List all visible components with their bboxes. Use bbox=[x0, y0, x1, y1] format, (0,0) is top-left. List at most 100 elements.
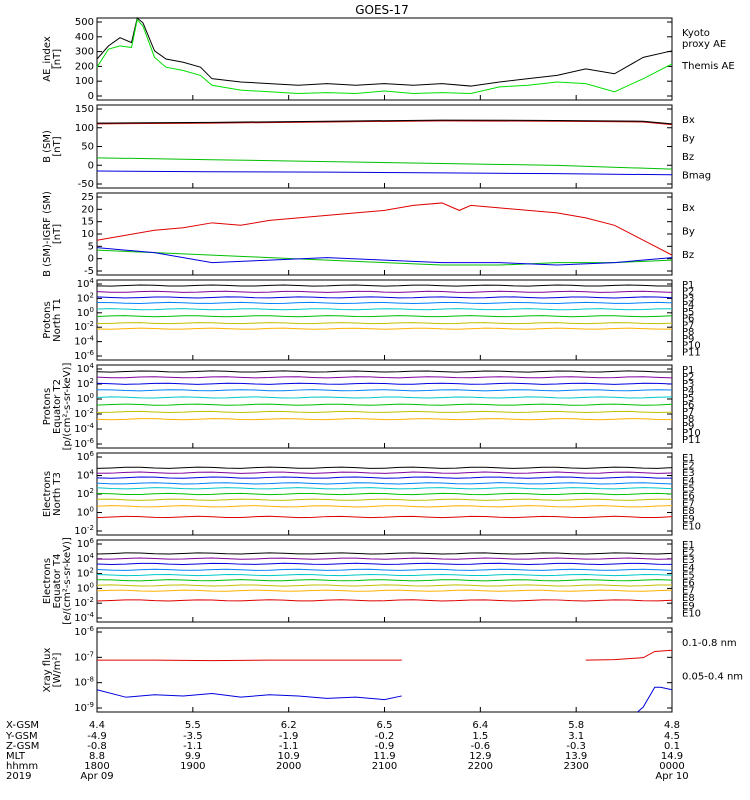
y-tick-label: 10-2 bbox=[74, 596, 94, 609]
footer-cell: 2300 bbox=[563, 761, 588, 772]
legend-e3: E3 bbox=[682, 468, 695, 479]
series-line-by bbox=[96, 249, 673, 266]
y-tick-label: 106 bbox=[77, 450, 95, 463]
y-tick-label: -5 bbox=[84, 266, 94, 277]
series-line-0-05-0-4-nm bbox=[96, 689, 402, 701]
footer-cell: -0.6 bbox=[471, 741, 491, 752]
footer-row-label: MLT bbox=[6, 751, 26, 762]
footer-cell: -0.3 bbox=[566, 741, 586, 752]
series-line-bmag bbox=[96, 119, 673, 125]
tick-exponent: 2 bbox=[90, 377, 94, 385]
series-line-e8 bbox=[96, 589, 673, 592]
footer-cell: 6.4 bbox=[472, 720, 488, 731]
legend-p9: P9 bbox=[682, 334, 694, 345]
tick-exponent: -2 bbox=[87, 407, 94, 415]
footer-cell: 13.9 bbox=[565, 751, 587, 762]
legend-p10: P10 bbox=[682, 341, 701, 352]
legend-e2: E2 bbox=[682, 548, 695, 559]
footer-cell: 4.5 bbox=[664, 731, 680, 742]
tick-exponent: 0 bbox=[90, 306, 94, 314]
series-line-bx bbox=[96, 170, 673, 176]
series-line-e3 bbox=[96, 476, 673, 479]
y-tick-label: 10-6 bbox=[74, 349, 94, 362]
legend-by: By bbox=[682, 133, 695, 144]
y-tick-label: 0 bbox=[88, 160, 94, 171]
legend-bx: Bx bbox=[682, 203, 695, 214]
y-tick-label: 10-2 bbox=[74, 320, 94, 333]
y-axis-label: B (SM) bbox=[42, 130, 53, 163]
y-axis-label: [W/m²] bbox=[52, 652, 63, 687]
legend-e6: E6 bbox=[682, 491, 695, 502]
panel-5: 104 102 100 10-2 10-4 10-6 Protons Equator T2 [p… bbox=[42, 362, 701, 450]
y-tick-label: 10-7 bbox=[74, 650, 94, 663]
footer-cell: 2000 bbox=[276, 761, 301, 772]
legend-0-05-0-4-nm: 0.05-0.4 nm bbox=[682, 672, 743, 683]
footer-cell: 0000 bbox=[659, 761, 684, 772]
tick-exponent: 2 bbox=[90, 291, 94, 299]
y-tick-label: 102 bbox=[77, 567, 94, 580]
y-tick-label: 102 bbox=[77, 291, 94, 304]
y-tick-label: 106 bbox=[77, 537, 95, 550]
y-axis-label: Electrons bbox=[42, 471, 53, 517]
tick-exponent: -4 bbox=[87, 335, 95, 343]
footer-cell: 0.1 bbox=[664, 741, 680, 752]
y-axis-label: North T3 bbox=[52, 472, 63, 516]
series-line-e7 bbox=[96, 584, 673, 587]
y-axis-label: B (SM)-IGRF (SM) bbox=[42, 191, 53, 277]
series-line-p6 bbox=[96, 315, 673, 318]
legend-0-1-0-8-nm: 0.1-0.8 nm bbox=[682, 638, 737, 649]
tick-exponent: 2 bbox=[90, 487, 94, 495]
legend-by: By bbox=[682, 226, 695, 237]
y-tick-label: 10-8 bbox=[74, 676, 94, 689]
series-line-kyoto-proxy-ae bbox=[96, 18, 673, 94]
y-axis-label: Equator T4 bbox=[52, 554, 63, 609]
y-tick-label: 10-4 bbox=[74, 335, 94, 348]
legend-e8: E8 bbox=[682, 593, 695, 604]
series-line-bx bbox=[96, 247, 673, 266]
y-axis-label: North T1 bbox=[52, 298, 63, 342]
legend-p4: P4 bbox=[682, 386, 694, 397]
y-axis-label: [nT] bbox=[52, 136, 63, 156]
y-tick-label: 20 bbox=[81, 204, 94, 215]
y-tick-label: 104 bbox=[77, 277, 95, 290]
footer-cell: 10.9 bbox=[278, 751, 300, 762]
tick-exponent: 0 bbox=[90, 506, 94, 514]
y-tick-label: 400 bbox=[75, 32, 94, 43]
series-line-p5 bbox=[96, 308, 673, 311]
series-line-p8 bbox=[96, 418, 673, 421]
legend-bmag: Bmag bbox=[682, 170, 711, 181]
y-axis-label: Protons bbox=[42, 301, 53, 338]
legend-p6: P6 bbox=[682, 400, 694, 411]
legend-p5: P5 bbox=[682, 393, 694, 404]
series-line-p1 bbox=[96, 284, 673, 287]
footer-cell: 9.9 bbox=[185, 751, 201, 762]
legend-bz: Bz bbox=[682, 250, 694, 261]
tick-exponent: -4 bbox=[87, 611, 95, 619]
tick-exponent: -9 bbox=[87, 701, 94, 709]
y-tick-label: 102 bbox=[77, 487, 94, 500]
panel-2: 150 100 50 0 -50 B (SM) [nT] Bx By Bz Bmag bbox=[42, 104, 711, 190]
legend-e2: E2 bbox=[682, 461, 695, 472]
series-line-e3 bbox=[96, 562, 673, 565]
tick-exponent: 2 bbox=[90, 567, 94, 575]
y-tick-label: 102 bbox=[77, 377, 94, 390]
footer-cell: 12.9 bbox=[469, 751, 491, 762]
series-line-p1 bbox=[96, 370, 673, 373]
y-tick-label: 10 bbox=[81, 229, 94, 240]
legend-p1: P1 bbox=[682, 280, 694, 291]
panel-frame bbox=[96, 539, 673, 623]
footer-row-label: Z-GSM bbox=[6, 741, 39, 752]
y-tick-label: 10-4 bbox=[74, 422, 94, 435]
legend-e8: E8 bbox=[682, 506, 695, 517]
y-tick-label: 10-2 bbox=[74, 524, 94, 537]
y-tick-label: 25 bbox=[81, 192, 94, 203]
series-line-p7 bbox=[96, 322, 673, 325]
legend-e1: E1 bbox=[682, 453, 695, 464]
footer-cell: -1.9 bbox=[279, 731, 299, 742]
y-axis-label: [p/(cm²-s-sr-keV)] bbox=[62, 363, 73, 451]
series-line-e6 bbox=[96, 579, 673, 582]
y-tick-label: 0 bbox=[88, 254, 94, 265]
